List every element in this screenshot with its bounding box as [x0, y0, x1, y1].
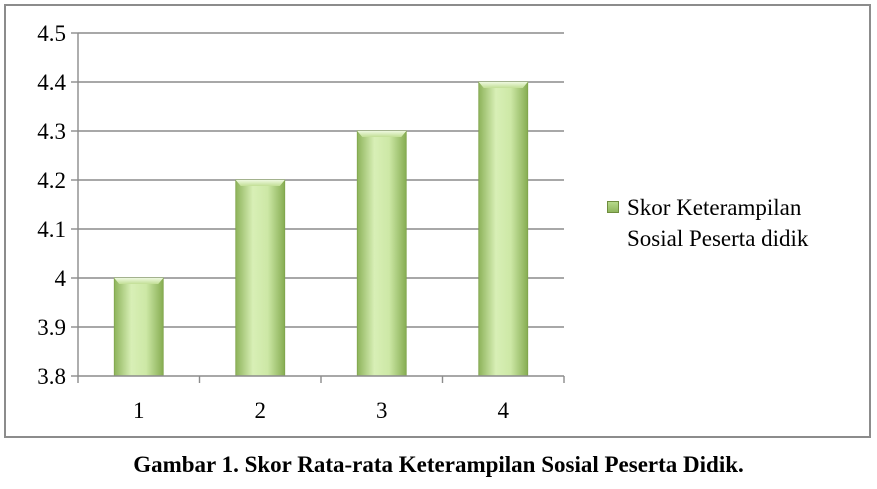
figure-caption: Gambar 1. Skor Rata-rata Keterampilan So… [133, 452, 744, 477]
legend-label: Skor Keterampilan Sosial Peserta didik [627, 192, 857, 254]
bar-top-bevel [357, 131, 407, 137]
y-tick-label: 4.1 [37, 217, 66, 242]
y-tick-label: 4.5 [37, 21, 66, 46]
bar-body [113, 277, 164, 377]
y-tick-label: 3.8 [37, 364, 66, 389]
x-tick-label: 1 [133, 398, 145, 423]
y-tick-label: 4.3 [37, 119, 66, 144]
bar [478, 81, 529, 377]
y-tick-label: 3.9 [37, 315, 66, 340]
bar-body [235, 179, 286, 377]
bar-body [478, 81, 529, 377]
bar [356, 130, 407, 377]
y-tick-label: 4.4 [37, 70, 66, 95]
legend-label-line-2: Sosial Peserta didik [627, 226, 809, 251]
legend-swatch [607, 201, 619, 213]
bar-top-bevel [478, 82, 528, 88]
x-tick-label: 3 [376, 398, 388, 423]
bar-top-bevel [235, 180, 285, 186]
y-tick-label: 4 [55, 266, 67, 291]
bar-top-bevel [114, 278, 164, 284]
legend-label-line-1: Skor Keterampilan [627, 195, 802, 220]
bar [235, 179, 286, 377]
y-tick-label: 4.2 [37, 168, 66, 193]
x-tick-label: 2 [255, 398, 267, 423]
bar [113, 277, 164, 377]
x-tick-label: 4 [498, 398, 510, 423]
bar-body [356, 130, 407, 377]
